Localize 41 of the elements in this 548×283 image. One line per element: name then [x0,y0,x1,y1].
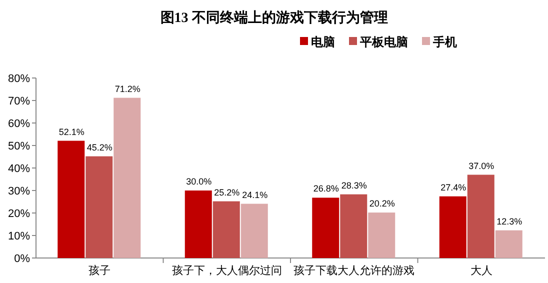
y-tick-label: 70% [8,96,30,108]
bar [495,230,522,258]
bar [368,212,396,258]
y-tick-label: 0% [14,253,30,265]
x-tick-label: 孩子下，大人偶尔过问 [172,264,282,277]
bar [184,190,212,258]
y-tick-label: 20% [8,208,30,220]
bar [240,204,268,258]
y-tick-label: 60% [8,118,30,130]
data-label: 30.0% [186,176,212,186]
legend-label: 电脑 [311,35,335,49]
data-label: 45.2% [86,142,112,152]
chart-title: 图13 不同终端上的游戏下载行为管理 [160,10,388,26]
y-tick-label: 10% [8,230,30,242]
data-label: 37.0% [468,160,494,171]
data-label: 26.8% [313,184,339,194]
y-tick-label: 30% [8,186,30,198]
bar [467,174,494,258]
x-tick-label: 孩子下载大人允许的游戏 [294,264,415,277]
legend-label: 手机 [432,35,457,49]
x-tick-label: 大人 [470,264,492,277]
y-tick-label: 80% [8,73,30,85]
legend-label: 平板电脑 [359,35,408,49]
bar [312,198,340,258]
data-label: 28.3% [341,180,367,190]
data-label: 52.1% [58,126,84,137]
bar [86,156,113,258]
data-label: 25.2% [214,187,240,198]
bar [58,140,85,258]
x-tick-label: 孩子 [88,264,111,277]
y-tick-label: 50% [8,140,30,152]
data-label: 27.4% [440,182,466,192]
bar [340,194,368,258]
y-tick-label: 40% [8,163,30,175]
bar [439,196,466,258]
bar [114,98,141,258]
bar [212,201,240,258]
data-label: 24.1% [242,190,268,200]
data-label: 20.2% [369,198,395,209]
data-label: 12.3% [496,216,522,226]
data-label: 71.2% [114,84,140,94]
